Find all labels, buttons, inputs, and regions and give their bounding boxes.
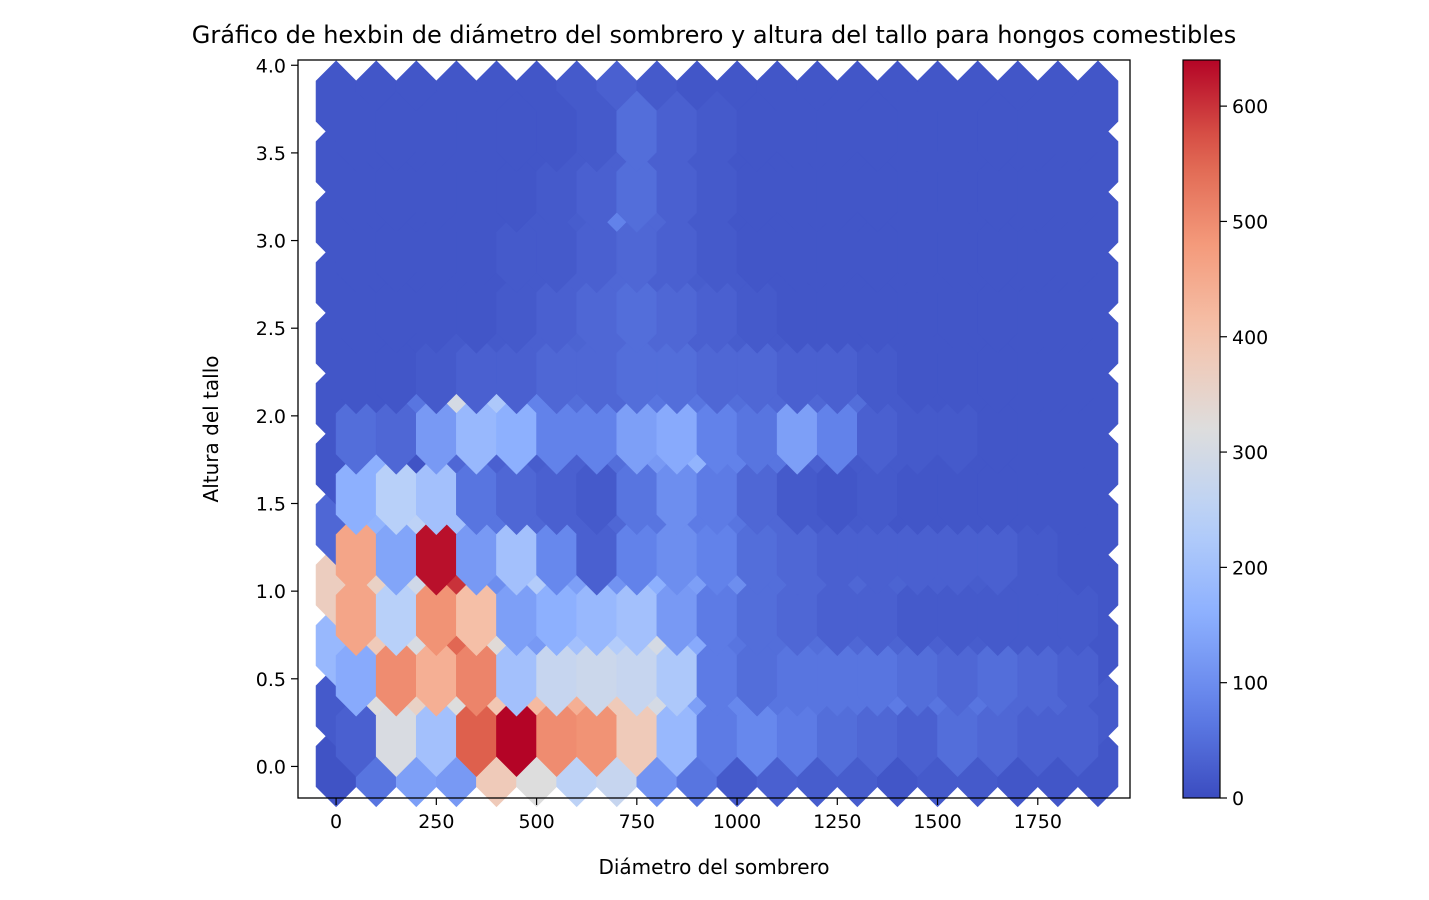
hex-cell — [1057, 695, 1099, 777]
x-axis: 0 250 500 750 1000 1250 1500 1750 — [330, 798, 1062, 833]
colorbar: 0 100 200 300 400 500 600 — [1182, 59, 1268, 810]
hex-cell — [1057, 634, 1099, 717]
plot-area — [297, 59, 1131, 808]
x-tick-label: 250 — [418, 811, 454, 833]
y-tick-label: 1.0 — [256, 581, 286, 603]
y-tick-label: 4.0 — [256, 55, 286, 77]
hex-cell — [1057, 514, 1099, 596]
colorbar-gradient — [1182, 59, 1221, 799]
y-tick-label: 3.0 — [256, 231, 286, 253]
y-axis: 0.0 0.5 1.0 1.5 2.0 2.5 3.0 3.5 4.0 — [256, 55, 298, 778]
hex-cell — [1057, 453, 1099, 536]
hex-cell — [1057, 272, 1099, 354]
x-tick-label: 750 — [619, 811, 655, 833]
colorbar-tick-label: 300 — [1232, 442, 1268, 464]
colorbar-ticks: 0 100 200 300 400 500 600 — [1220, 96, 1268, 810]
y-axis-label: Altura del tallo — [199, 356, 223, 503]
x-tick-label: 1750 — [1014, 811, 1062, 833]
hex-cell — [1057, 151, 1099, 233]
y-tick-label: 2.0 — [256, 406, 286, 428]
hex-cell — [1057, 90, 1099, 173]
x-axis-label: Diámetro del sombrero — [598, 855, 829, 879]
colorbar-tick-label: 200 — [1232, 557, 1268, 579]
colorbar-tick-label: 600 — [1232, 96, 1268, 118]
x-tick-label: 1250 — [813, 811, 861, 833]
hexbin-cells — [315, 60, 1119, 808]
hex-cell — [1057, 332, 1099, 415]
y-tick-label: 2.5 — [256, 318, 286, 340]
hex-cell — [1057, 574, 1099, 656]
colorbar-tick-label: 500 — [1232, 211, 1268, 233]
y-tick-label: 0.5 — [256, 669, 286, 691]
colorbar-tick-label: 0 — [1232, 788, 1244, 810]
plot-frame — [297, 59, 1131, 799]
x-tick-label: 1000 — [713, 811, 761, 833]
colorbar-tick-label: 100 — [1232, 673, 1268, 695]
colorbar-tick-label: 400 — [1232, 327, 1268, 349]
hex-cell — [1057, 393, 1099, 475]
hex-cell — [1057, 211, 1099, 294]
y-tick-label: 1.5 — [256, 494, 286, 516]
x-tick-label: 1500 — [913, 811, 961, 833]
x-tick-label: 0 — [330, 811, 342, 833]
y-tick-label: 3.5 — [256, 143, 286, 165]
y-tick-label: 0.0 — [256, 756, 286, 778]
chart-title: Gráfico de hexbin de diámetro del sombre… — [192, 21, 1236, 49]
x-tick-label: 500 — [518, 811, 554, 833]
